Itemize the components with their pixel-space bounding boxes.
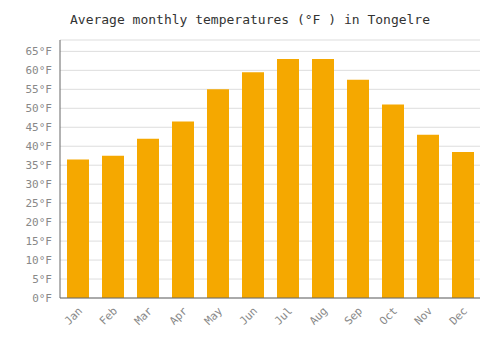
- svg-text:Aug: Aug: [307, 304, 330, 327]
- svg-text:65°F: 65°F: [26, 45, 53, 58]
- svg-text:15°F: 15°F: [26, 235, 53, 248]
- svg-text:0°F: 0°F: [32, 292, 52, 305]
- svg-text:35°F: 35°F: [26, 159, 53, 172]
- svg-text:Dec: Dec: [447, 304, 470, 327]
- svg-text:May: May: [202, 304, 226, 328]
- svg-text:Oct: Oct: [377, 304, 400, 327]
- svg-text:50°F: 50°F: [26, 102, 53, 115]
- svg-text:60°F: 60°F: [26, 64, 53, 77]
- svg-text:Apr: Apr: [167, 304, 191, 328]
- svg-text:Jan: Jan: [62, 304, 85, 327]
- svg-text:Sep: Sep: [342, 304, 365, 327]
- svg-text:45°F: 45°F: [26, 121, 53, 134]
- html-text:Average monthly temperatures (: Average monthly temperatures (°F ) in To…: [70, 12, 430, 27]
- svg-text:Nov: Nov: [412, 304, 436, 328]
- svg-text:20°F: 20°F: [26, 216, 53, 229]
- svg-text:Jul: Jul: [272, 304, 295, 327]
- svg-text:5°F: 5°F: [32, 273, 52, 286]
- svg-text:Feb: Feb: [97, 304, 120, 327]
- svg-text:55°F: 55°F: [26, 83, 53, 96]
- svg-text:30°F: 30°F: [26, 178, 53, 191]
- svg-text:Jun: Jun: [237, 304, 260, 327]
- svg-text:Mar: Mar: [132, 304, 156, 328]
- svg-text:40°F: 40°F: [26, 140, 53, 153]
- svg-text:25°F: 25°F: [26, 197, 53, 210]
- svg-text:10°F: 10°F: [26, 254, 53, 267]
